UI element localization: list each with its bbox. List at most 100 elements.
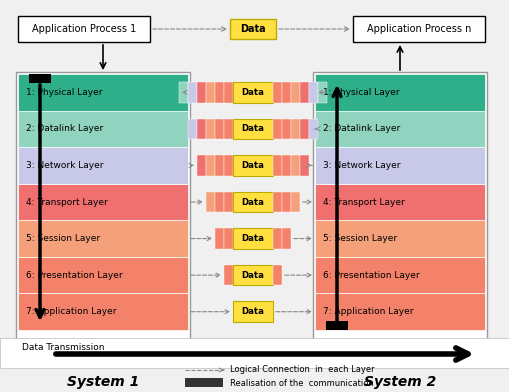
- Text: 2: Datalink Layer: 2: Datalink Layer: [322, 124, 400, 133]
- Bar: [315, 74, 484, 111]
- Bar: [313, 72, 486, 340]
- Bar: [230, 19, 275, 39]
- Bar: [215, 228, 223, 249]
- Text: Application Process 1: Application Process 1: [32, 24, 136, 34]
- Text: Data: Data: [241, 88, 264, 97]
- Bar: [272, 155, 281, 176]
- Bar: [206, 192, 215, 212]
- Bar: [196, 119, 206, 139]
- Bar: [18, 257, 188, 294]
- Bar: [272, 228, 281, 249]
- Text: 3: Network Layer: 3: Network Layer: [26, 161, 103, 170]
- Bar: [0, 338, 509, 368]
- Bar: [18, 16, 150, 42]
- Bar: [315, 220, 484, 257]
- Text: 1: Physical Layer: 1: Physical Layer: [26, 88, 102, 97]
- Bar: [18, 147, 188, 184]
- Text: Data: Data: [241, 270, 264, 279]
- Bar: [223, 119, 233, 139]
- Bar: [185, 378, 222, 387]
- Bar: [291, 82, 299, 103]
- Text: Data: Data: [241, 161, 264, 170]
- Text: 6: Presentation Layer: 6: Presentation Layer: [322, 270, 419, 279]
- Text: Realisation of the  communication: Realisation of the communication: [230, 379, 373, 388]
- Text: 5: Session Layer: 5: Session Layer: [26, 234, 100, 243]
- Bar: [215, 119, 223, 139]
- Text: Data: Data: [241, 124, 264, 133]
- Bar: [196, 155, 206, 176]
- Bar: [315, 111, 484, 147]
- Bar: [29, 74, 51, 83]
- Bar: [281, 192, 291, 212]
- Bar: [315, 294, 484, 330]
- Text: 2: Datalink Layer: 2: Datalink Layer: [26, 124, 103, 133]
- Bar: [281, 155, 291, 176]
- Bar: [18, 220, 188, 257]
- Bar: [272, 265, 281, 285]
- Text: 3: Network Layer: 3: Network Layer: [322, 161, 400, 170]
- Bar: [188, 119, 196, 139]
- Bar: [315, 257, 484, 294]
- Bar: [215, 192, 223, 212]
- Text: Data: Data: [241, 198, 264, 207]
- Bar: [188, 82, 196, 103]
- Bar: [215, 155, 223, 176]
- Text: Data Transmission: Data Transmission: [22, 343, 104, 352]
- Bar: [16, 72, 190, 340]
- Bar: [196, 82, 206, 103]
- Text: 7: Application Layer: 7: Application Layer: [322, 307, 413, 316]
- Bar: [299, 155, 308, 176]
- Text: 1: Physical Layer: 1: Physical Layer: [322, 88, 399, 97]
- Bar: [308, 119, 318, 139]
- Bar: [291, 155, 299, 176]
- Text: Application Process n: Application Process n: [366, 24, 470, 34]
- Bar: [315, 184, 484, 220]
- Text: 4: Transport Layer: 4: Transport Layer: [322, 198, 404, 207]
- Bar: [281, 82, 291, 103]
- Bar: [18, 184, 188, 220]
- Bar: [223, 192, 233, 212]
- Text: 6: Presentation Layer: 6: Presentation Layer: [26, 270, 122, 279]
- Text: Logical Connection  in  each Layer: Logical Connection in each Layer: [230, 365, 374, 374]
- Bar: [233, 155, 272, 176]
- Bar: [223, 155, 233, 176]
- Bar: [291, 192, 299, 212]
- Bar: [223, 82, 233, 103]
- Bar: [272, 82, 281, 103]
- Bar: [233, 192, 272, 212]
- Bar: [318, 82, 326, 103]
- Bar: [308, 82, 318, 103]
- Bar: [272, 119, 281, 139]
- Bar: [206, 119, 215, 139]
- Bar: [233, 82, 272, 103]
- Bar: [291, 119, 299, 139]
- Bar: [215, 82, 223, 103]
- Text: Data: Data: [240, 24, 265, 34]
- Bar: [281, 228, 291, 249]
- Text: Data: Data: [241, 307, 264, 316]
- Bar: [179, 82, 188, 103]
- Bar: [206, 155, 215, 176]
- Text: System 2: System 2: [363, 375, 435, 389]
- Bar: [233, 119, 272, 139]
- Bar: [233, 228, 272, 249]
- Bar: [18, 111, 188, 147]
- Bar: [315, 147, 484, 184]
- Bar: [352, 16, 484, 42]
- Bar: [223, 265, 233, 285]
- Bar: [325, 321, 347, 330]
- Bar: [299, 82, 308, 103]
- Text: 5: Session Layer: 5: Session Layer: [322, 234, 397, 243]
- Bar: [18, 294, 188, 330]
- Bar: [206, 82, 215, 103]
- Bar: [272, 192, 281, 212]
- Bar: [18, 74, 188, 111]
- Bar: [299, 119, 308, 139]
- Text: 7: Application Layer: 7: Application Layer: [26, 307, 116, 316]
- Text: Data: Data: [241, 234, 264, 243]
- Bar: [233, 265, 272, 285]
- Bar: [223, 228, 233, 249]
- Bar: [233, 301, 272, 322]
- Text: 4: Transport Layer: 4: Transport Layer: [26, 198, 107, 207]
- Bar: [281, 119, 291, 139]
